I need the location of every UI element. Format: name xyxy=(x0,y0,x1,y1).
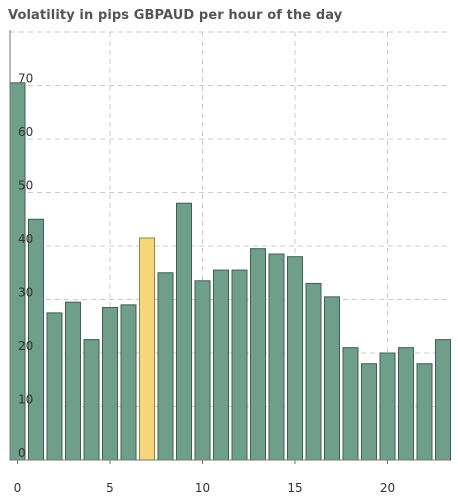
bar-2 xyxy=(46,312,63,461)
bar-22 xyxy=(416,363,433,461)
grid-lines xyxy=(10,31,450,460)
y-tick-label: 60 xyxy=(18,125,33,139)
bar-17 xyxy=(324,296,340,461)
chart-title: Volatility in pips GBPAUD per hour of th… xyxy=(8,8,343,23)
bar-9 xyxy=(176,202,192,461)
bar-3 xyxy=(65,301,81,461)
y-tick-label: 30 xyxy=(18,286,33,300)
bar-19 xyxy=(361,363,377,461)
bar-23 xyxy=(435,339,451,461)
bar-10 xyxy=(194,280,211,461)
y-tick-label: 0 xyxy=(18,446,26,460)
bar-7 xyxy=(139,237,155,461)
bar-13 xyxy=(250,248,266,461)
bar-20 xyxy=(379,352,396,461)
x-tick-labels: 0 5 10 15 20 xyxy=(14,481,395,495)
x-tick-label: 15 xyxy=(287,481,302,495)
bar-11 xyxy=(213,269,229,461)
bar-4 xyxy=(83,339,100,461)
bar-8 xyxy=(157,272,174,461)
bar-5 xyxy=(102,307,118,461)
bar-21 xyxy=(398,347,414,461)
x-tick-label: 10 xyxy=(195,481,210,495)
bar-16 xyxy=(305,282,322,461)
axes xyxy=(9,30,450,464)
bar-14 xyxy=(268,253,285,461)
y-tick-label: 10 xyxy=(18,393,33,407)
x-tick-label: 0 xyxy=(14,481,22,495)
bar-15 xyxy=(287,256,303,461)
y-tick-label: 50 xyxy=(18,179,33,193)
x-tick-label: 5 xyxy=(106,481,114,495)
x-tick-label: 20 xyxy=(380,481,395,495)
bar-18 xyxy=(342,347,359,461)
bar-6 xyxy=(120,304,137,461)
y-tick-label: 20 xyxy=(18,339,33,353)
bars xyxy=(9,82,451,461)
y-tick-labels: 0 10 20 30 40 50 60 70 xyxy=(18,72,33,461)
y-tick-label: 70 xyxy=(18,72,33,86)
y-tick-label: 40 xyxy=(18,232,33,246)
bar-12 xyxy=(231,269,248,461)
